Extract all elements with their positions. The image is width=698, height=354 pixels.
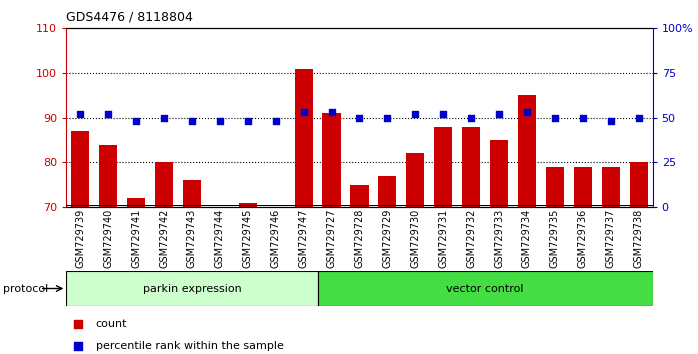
Text: count: count (96, 319, 127, 329)
Bar (322, 113, 341, 207)
Point (410, 111, 421, 117)
Bar (574, 167, 592, 207)
Text: GSM729737: GSM729737 (606, 209, 616, 268)
Point (354, 115, 365, 120)
Point (298, 109, 309, 115)
Bar (378, 176, 396, 207)
Point (605, 119, 616, 124)
Text: GSM729729: GSM729729 (383, 209, 392, 268)
Point (549, 115, 560, 120)
Bar (406, 154, 424, 207)
Text: GSM729739: GSM729739 (75, 209, 85, 268)
Text: vector control: vector control (446, 284, 524, 293)
Point (242, 119, 253, 124)
Point (466, 115, 477, 120)
Point (73, 321, 84, 327)
Bar (99, 144, 117, 207)
Point (270, 119, 281, 124)
Point (326, 109, 337, 115)
Point (521, 109, 533, 115)
Bar (155, 162, 173, 207)
FancyBboxPatch shape (318, 271, 653, 306)
Bar (490, 140, 508, 207)
Text: GSM729735: GSM729735 (550, 209, 560, 268)
FancyBboxPatch shape (66, 271, 318, 306)
Point (214, 119, 225, 124)
Bar (462, 127, 480, 207)
Bar (183, 180, 201, 207)
Point (158, 115, 170, 120)
Text: parkin expression: parkin expression (142, 284, 242, 293)
Text: GSM729740: GSM729740 (103, 209, 113, 268)
Text: GSM729747: GSM729747 (299, 209, 309, 268)
Bar (630, 162, 648, 207)
Point (577, 115, 588, 120)
Point (75, 111, 86, 117)
Text: GSM729745: GSM729745 (243, 209, 253, 268)
Text: GSM729730: GSM729730 (410, 209, 420, 268)
Bar (434, 127, 452, 207)
Point (438, 111, 449, 117)
Text: GSM729744: GSM729744 (215, 209, 225, 268)
Bar (239, 202, 257, 207)
Text: GSM729746: GSM729746 (271, 209, 281, 268)
Text: GDS4476 / 8118804: GDS4476 / 8118804 (66, 11, 193, 24)
Bar (350, 185, 369, 207)
Text: GSM729742: GSM729742 (159, 209, 169, 268)
Bar (127, 198, 145, 207)
Text: GSM729733: GSM729733 (494, 209, 504, 268)
Bar (71, 131, 89, 207)
Point (493, 111, 505, 117)
Point (382, 115, 393, 120)
Text: protocol: protocol (3, 284, 49, 293)
Bar (546, 167, 564, 207)
Text: GSM729727: GSM729727 (327, 209, 336, 268)
Text: GSM729743: GSM729743 (187, 209, 197, 268)
Text: GSM729738: GSM729738 (634, 209, 644, 268)
Point (73, 343, 84, 348)
Text: GSM729731: GSM729731 (438, 209, 448, 268)
Text: percentile rank within the sample: percentile rank within the sample (96, 341, 283, 350)
Point (131, 119, 142, 124)
Text: GSM729728: GSM729728 (355, 209, 364, 268)
Bar (602, 167, 620, 207)
Point (186, 119, 198, 124)
Text: GSM729734: GSM729734 (522, 209, 532, 268)
Text: GSM729736: GSM729736 (578, 209, 588, 268)
Bar (295, 69, 313, 207)
Text: GSM729741: GSM729741 (131, 209, 141, 268)
Bar (518, 95, 536, 207)
Text: GSM729732: GSM729732 (466, 209, 476, 268)
Point (103, 111, 114, 117)
Point (633, 115, 644, 120)
